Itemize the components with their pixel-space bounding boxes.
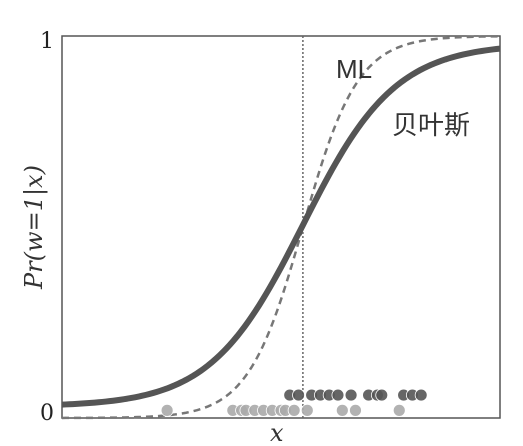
y-ticks: 01 bbox=[40, 29, 54, 426]
sample-point-class-1 bbox=[414, 388, 428, 402]
series-line-bayes bbox=[61, 45, 501, 408]
sample-point-class-1 bbox=[331, 388, 345, 402]
plot-frame bbox=[61, 35, 501, 419]
sample-point-class-0 bbox=[300, 403, 314, 417]
sample-point-class-1 bbox=[375, 388, 389, 402]
sample-point-class-1 bbox=[344, 388, 358, 402]
series-label-bayes: 贝叶斯 bbox=[392, 110, 470, 140]
sample-point-class-0 bbox=[392, 403, 406, 417]
sample-point-class-0 bbox=[287, 403, 301, 417]
sample-point-class-0 bbox=[160, 403, 174, 417]
sample-point-class-0 bbox=[335, 403, 349, 417]
y-axis-label: Pr(w=1|x) bbox=[20, 165, 49, 290]
sample-point-class-0 bbox=[349, 403, 362, 417]
sample-point-class-1 bbox=[292, 388, 305, 402]
series-label-ml: ML bbox=[336, 54, 372, 84]
series-line-ml bbox=[61, 35, 501, 420]
x-axis-label: x bbox=[270, 419, 284, 446]
y-tick-label: 1 bbox=[40, 29, 54, 54]
y-tick-label: 0 bbox=[40, 401, 54, 426]
sample-points bbox=[160, 388, 428, 417]
